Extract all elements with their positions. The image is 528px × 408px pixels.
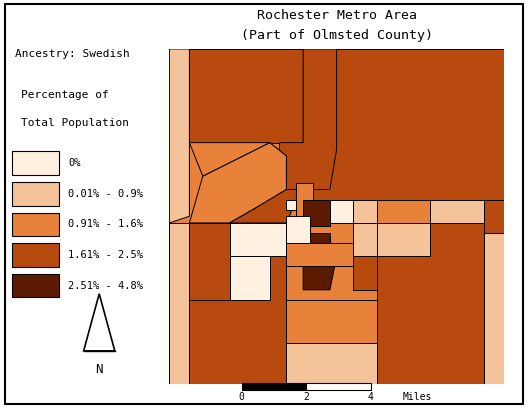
Text: 0.01% - 0.9%: 0.01% - 0.9% — [68, 189, 143, 199]
Bar — [12, 213, 59, 236]
Polygon shape — [286, 216, 310, 243]
Polygon shape — [190, 143, 270, 176]
Text: Total Population: Total Population — [21, 118, 129, 129]
Polygon shape — [303, 200, 330, 226]
Polygon shape — [377, 200, 484, 223]
Bar — [12, 151, 59, 175]
Polygon shape — [190, 223, 286, 384]
Polygon shape — [230, 189, 296, 223]
Bar — [242, 383, 306, 390]
Bar — [12, 243, 59, 267]
Polygon shape — [330, 200, 353, 223]
Polygon shape — [230, 223, 286, 256]
Polygon shape — [190, 223, 230, 300]
Bar — [12, 182, 59, 206]
Polygon shape — [296, 183, 353, 243]
Text: 0%: 0% — [68, 158, 81, 168]
Polygon shape — [303, 243, 337, 290]
Polygon shape — [286, 300, 377, 344]
Text: Rochester Metro Area: Rochester Metro Area — [257, 9, 417, 22]
Polygon shape — [276, 49, 337, 189]
Bar — [306, 383, 371, 390]
Polygon shape — [230, 256, 270, 300]
Polygon shape — [353, 256, 377, 290]
Text: Percentage of: Percentage of — [21, 90, 109, 100]
Text: (Part of Olmsted County): (Part of Olmsted County) — [241, 29, 432, 42]
Text: 4: 4 — [368, 392, 374, 402]
Polygon shape — [203, 143, 286, 210]
Polygon shape — [353, 223, 377, 256]
Text: 2.51% - 4.8%: 2.51% - 4.8% — [68, 281, 143, 290]
Polygon shape — [190, 49, 303, 143]
Text: Miles: Miles — [402, 392, 432, 402]
Polygon shape — [286, 300, 377, 384]
Text: 0.91% - 1.6%: 0.91% - 1.6% — [68, 220, 143, 229]
Bar — [12, 274, 59, 297]
Polygon shape — [377, 223, 484, 384]
Polygon shape — [286, 266, 377, 300]
Polygon shape — [377, 223, 430, 256]
Polygon shape — [169, 49, 190, 223]
Text: N: N — [96, 363, 103, 376]
Polygon shape — [286, 344, 377, 384]
Polygon shape — [169, 223, 190, 384]
Polygon shape — [286, 243, 353, 266]
Polygon shape — [286, 183, 313, 210]
Polygon shape — [303, 49, 504, 200]
Polygon shape — [310, 233, 330, 256]
Polygon shape — [484, 233, 504, 384]
Text: 2: 2 — [303, 392, 309, 402]
Polygon shape — [377, 200, 504, 384]
Polygon shape — [484, 49, 504, 233]
Text: 1.61% - 2.5%: 1.61% - 2.5% — [68, 250, 143, 260]
Text: 0: 0 — [239, 392, 244, 402]
Text: Ancestry: Swedish: Ancestry: Swedish — [15, 49, 130, 59]
Polygon shape — [353, 200, 377, 223]
Polygon shape — [310, 263, 330, 283]
Polygon shape — [190, 143, 286, 223]
Polygon shape — [83, 294, 115, 351]
